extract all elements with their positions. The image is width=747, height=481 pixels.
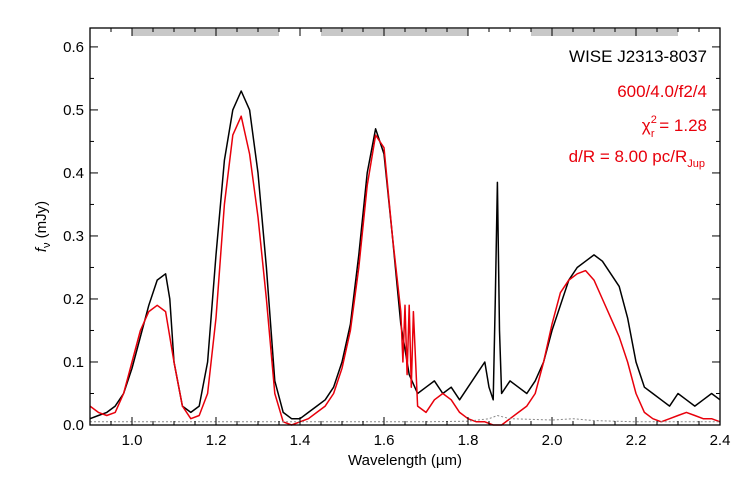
distance-sub: Jup [687,158,705,170]
y-axis-label-unit: (mJy) [33,201,50,243]
series-group [89,90,721,426]
band-marker-1 [321,29,468,36]
band-markers [132,29,678,36]
chi-symbol: χ [642,116,651,135]
y-tick-label-3: 0.3 [63,228,84,245]
chi-sup: 2 [651,114,657,126]
band-marker-2 [531,29,678,36]
y-axis-label-nu: ν [41,242,53,248]
chi-value: = 1.28 [655,116,707,135]
model-spectrum-line [89,115,721,426]
x-tick-label-1: 1.2 [206,432,227,449]
y-axis-label-f: f [33,246,50,252]
x-tick-label-7: 2.4 [710,432,731,449]
y-tick-label-2: 0.2 [63,291,84,308]
x-tick-label-6: 2.2 [626,432,647,449]
x-tick-label-3: 1.6 [374,432,395,449]
model-label: 600/4.0/f2/4 [617,82,707,101]
y-tick-label-5: 0.5 [63,102,84,119]
y-tick-label-0: 0.0 [63,417,84,434]
x-tick-label-5: 2.0 [542,432,563,449]
chi-squared-label: χ2 r = 1.28 [642,114,707,140]
distance-ratio-label: d/R = 8.00 pc/RJup [569,147,705,170]
tick-labels: 1.0 1.2 1.4 1.6 1.8 2.0 2.2 2.4 0.0 0.1 0.2 0.3 0.4 0… [63,39,730,449]
x-tick-label-4: 1.8 [458,432,479,449]
y-axis-label: fν (mJy) [33,201,53,252]
y-tick-label-6: 0.6 [63,39,84,56]
distance-main: d/R = 8.00 pc/R [569,147,688,166]
y-tick-label-4: 0.4 [63,165,84,182]
axis-ticks [89,28,721,426]
chi-sub: r [651,128,655,140]
band-marker-0 [132,29,279,36]
x-axis-label: Wavelength (µm) [348,452,462,469]
object-name: WISE J2313-8037 [569,47,707,66]
x-tick-label-2: 1.4 [290,432,311,449]
observed-spectrum-line [89,90,721,420]
x-tick-label-0: 1.0 [122,432,143,449]
y-tick-label-1: 0.1 [63,354,84,371]
noise-line [90,415,720,423]
